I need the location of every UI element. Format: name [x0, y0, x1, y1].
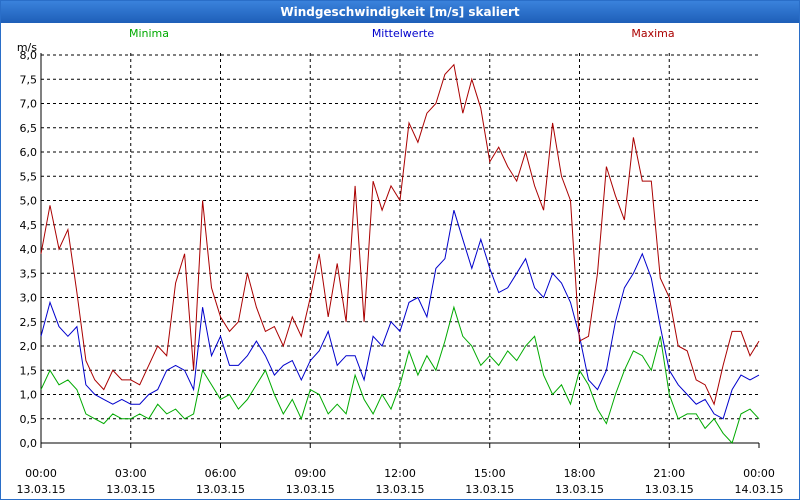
chart-title: Windgeschwindigkeit [m/s] skaliert — [1, 1, 799, 23]
series-line-minima — [40, 305, 760, 444]
x-tick-date: 13.03.15 — [286, 483, 335, 496]
series-line-maxima — [40, 63, 760, 406]
x-axis: 00:00 13.03.15 03:00 13.03.15 06:00 13.03.15 0… — [17, 442, 784, 496]
y-tick-label: 6,0 — [20, 146, 38, 159]
series-lines — [40, 63, 760, 444]
y-tick-label: 3,5 — [20, 267, 38, 280]
y-axis: 0,0 0,5 1,0 1,5 2,0 2,5 3,0 3,5 4,0 4,5 5,0 5,5 6,0 6… — [17, 41, 42, 450]
y-tick-label: 4,5 — [20, 219, 38, 232]
x-tick-time: 06:00 — [205, 467, 237, 480]
x-tick-time: 00:00 — [25, 467, 57, 480]
y-tick-label: 3,0 — [20, 292, 38, 305]
y-tick-label: 6,5 — [20, 122, 38, 135]
x-tick-time: 00:00 — [743, 467, 775, 480]
y-tick-label: 5,0 — [20, 195, 38, 208]
x-tick-date: 13.03.15 — [465, 483, 514, 496]
y-tick-label: 1,0 — [20, 389, 38, 402]
y-tick-label: 4,0 — [20, 243, 38, 256]
legend: Minima Mittelwerte Maxima — [129, 27, 675, 40]
x-tick-time: 21:00 — [653, 467, 685, 480]
x-tick-date: 13.03.15 — [17, 483, 66, 496]
y-tick-label: 7,5 — [20, 73, 38, 86]
x-tick-date: 13.03.15 — [376, 483, 425, 496]
legend-mittelwerte: Mittelwerte — [372, 27, 435, 40]
x-tick-date: 13.03.15 — [555, 483, 604, 496]
y-axis-label: m/s — [17, 41, 37, 54]
series-line-mittelwerte — [40, 210, 760, 420]
y-tick-label: 8,0 — [20, 49, 38, 62]
legend-maxima: Maxima — [631, 27, 674, 40]
y-tick-label: 1,5 — [20, 364, 38, 377]
x-tick-date: 14.03.15 — [735, 483, 784, 496]
x-tick-time: 18:00 — [564, 467, 596, 480]
x-tick-time: 15:00 — [474, 467, 506, 480]
grid — [41, 53, 759, 444]
y-tick-label: 5,5 — [20, 170, 38, 183]
x-tick-time: 12:00 — [384, 467, 416, 480]
y-tick-label: 2,5 — [20, 316, 38, 329]
y-tick-label: 0,5 — [20, 413, 38, 426]
x-tick-date: 13.03.15 — [645, 483, 694, 496]
x-tick-time: 09:00 — [294, 467, 326, 480]
y-tick-label: 7,0 — [20, 98, 38, 111]
y-tick-label: 0,0 — [20, 437, 38, 450]
x-tick-date: 13.03.15 — [106, 483, 155, 496]
legend-minima: Minima — [129, 27, 169, 40]
x-tick-time: 03:00 — [115, 467, 147, 480]
x-tick-date: 13.03.15 — [196, 483, 245, 496]
y-tick-label: 2,0 — [20, 340, 38, 353]
line-chart: 0,0 0,5 1,0 1,5 2,0 2,5 3,0 3,5 4,0 4,5 5,0 5,5 6,0 6… — [17, 27, 784, 496]
